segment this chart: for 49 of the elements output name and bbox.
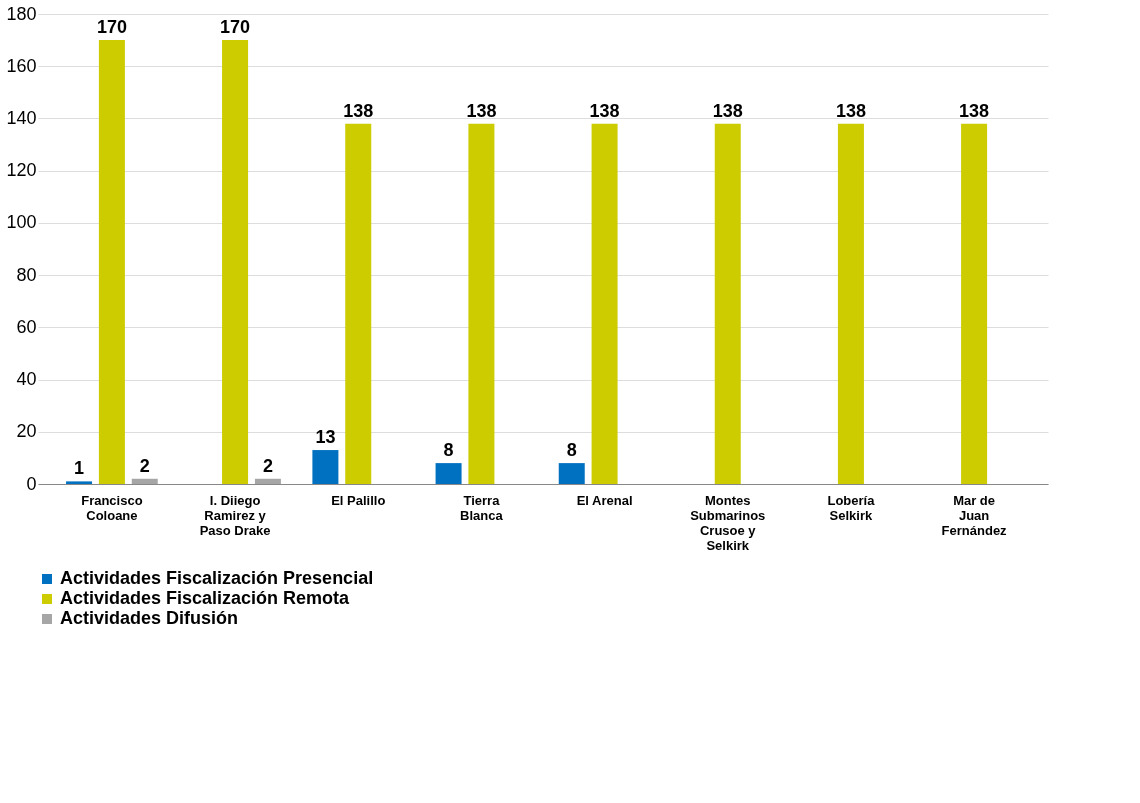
bar [468, 123, 495, 484]
data-label: 138 [466, 100, 497, 121]
bar [98, 40, 125, 484]
data-label: 2 [139, 455, 150, 476]
x-tick-label: Montes Submarinos Crusoe y Selkirk [690, 492, 766, 553]
y-tick-label: 140 [6, 107, 37, 128]
y-tick-label: 80 [16, 264, 37, 285]
y-tick-label: 0 [26, 473, 37, 494]
legend-label: Actividades Fiscalización Remota [60, 588, 351, 608]
y-tick-label: 180 [6, 3, 37, 24]
bar [345, 123, 372, 484]
y-tick-label: 20 [16, 421, 37, 442]
bar [222, 40, 249, 484]
data-label: 13 [315, 427, 336, 448]
data-label: 170 [96, 17, 127, 38]
legend-label: Actividades Fiscalización Presencial [60, 568, 374, 588]
y-tick-label: 60 [16, 316, 37, 337]
data-label: 138 [343, 100, 374, 121]
bar [66, 481, 93, 484]
bar [961, 123, 988, 484]
bar [312, 450, 339, 484]
bar [131, 478, 158, 484]
bar [435, 463, 462, 484]
bar [591, 123, 618, 484]
data-label: 138 [835, 100, 866, 121]
data-label: 138 [712, 100, 743, 121]
x-tick-label: El Arenal [576, 492, 633, 508]
x-tick-label: Lobería Selkirk [827, 492, 876, 523]
data-label: 1 [74, 458, 85, 479]
x-tick-label: I. Diiego Ramirez y Paso Drake [199, 492, 271, 538]
bar [837, 123, 864, 484]
data-label: 138 [959, 100, 990, 121]
y-tick-label: 100 [6, 212, 37, 233]
x-tick-label: Tierra Blanca [460, 492, 504, 523]
data-label: 138 [589, 100, 620, 121]
data-label: 8 [443, 440, 454, 461]
bar [558, 463, 585, 484]
x-tick-label: Mar de Juan Fernández [941, 492, 1008, 538]
x-tick-label: El Palillo [331, 492, 386, 508]
x-tick-label: Francisco Coloane [81, 492, 143, 523]
y-tick-label: 120 [6, 160, 37, 181]
bar [714, 123, 741, 484]
legend-label: Actividades Difusión [60, 608, 239, 628]
y-tick-label: 160 [6, 55, 37, 76]
data-label: 2 [262, 455, 273, 476]
y-tick-label: 40 [16, 369, 37, 390]
bar [254, 478, 281, 484]
data-label: 8 [566, 440, 577, 461]
data-label: 170 [220, 17, 251, 38]
